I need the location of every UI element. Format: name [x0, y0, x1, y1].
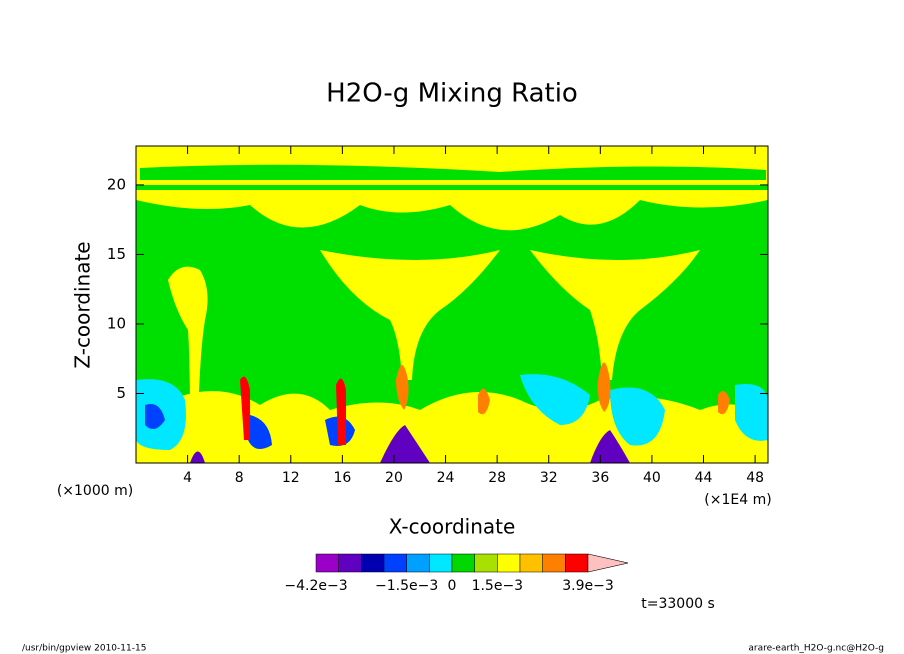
x-tick-label: 36: [591, 470, 609, 486]
colorbar-segment: [451, 553, 475, 573]
y-tick-label: 15: [107, 245, 126, 263]
annotation: t=33000 s: [641, 596, 715, 612]
x-unit-label: (×1E4 m): [704, 492, 771, 508]
contour-field: [135, 145, 769, 464]
x-tick-label: 16: [333, 470, 351, 486]
x-unit-label: (×1000 m): [57, 483, 133, 499]
y-tick-label: 5: [116, 384, 126, 402]
colorbar-segment: [542, 553, 566, 573]
x-tick-label: 20: [385, 470, 403, 486]
x-axis-label: X-coordinate: [389, 515, 516, 539]
contour-region: [190, 425, 630, 463]
x-tick-label: 4: [183, 470, 192, 486]
contour-region: [530, 250, 700, 380]
x-tick-label: 12: [282, 470, 300, 486]
x-tick-label: 48: [746, 470, 764, 486]
annotation: /usr/bin/gpview 2010-11-15: [22, 644, 146, 654]
colorbar-segment: [361, 553, 385, 573]
y-tick-label: 20: [107, 175, 126, 193]
contour-region: [396, 362, 730, 415]
contour-region: [320, 250, 500, 380]
x-tick-label: 44: [695, 470, 713, 486]
contour-region: [520, 374, 768, 446]
x-tick-label: 24: [437, 470, 455, 486]
colorbar-segment: [474, 553, 498, 573]
x-tick-label: 8: [235, 470, 244, 486]
colorbar-segment: [497, 553, 521, 573]
contour-region: [136, 190, 768, 231]
colorbar-tick-label: −4.2e−3: [284, 578, 347, 594]
colorbar-segment: [315, 553, 339, 573]
colorbar-tick-label: −1.5e−3: [375, 578, 438, 594]
y-axis-label: Z-coordinate: [71, 241, 95, 368]
contour-region: [168, 266, 208, 420]
annotation: arare-earth_H2O-g.nc@H2O-g: [748, 644, 884, 654]
y-tick-label: 10: [107, 314, 126, 332]
colorbar-segment: [519, 553, 543, 573]
colorbar-tick-label: 0: [448, 578, 457, 594]
x-tick-label: 40: [643, 470, 661, 486]
colorbar-segment: [383, 553, 407, 573]
contour-region: [136, 146, 768, 185]
colorbar-segment: [406, 553, 430, 573]
plot-frame: [135, 145, 769, 464]
x-tick-label: 32: [540, 470, 558, 486]
colorbar-segment: [565, 553, 589, 573]
x-tick-label: 28: [488, 470, 506, 486]
colorbar-tick-label: 3.9e−3: [562, 578, 614, 594]
colorbar-segment: [429, 553, 453, 573]
contour-region: [136, 391, 768, 463]
colorbar-extension: [587, 553, 629, 573]
chart-title: H2O-g Mixing Ratio: [326, 79, 578, 109]
colorbar-tick-label: 1.5e−3: [472, 578, 524, 594]
colorbar-segment: [338, 553, 362, 573]
